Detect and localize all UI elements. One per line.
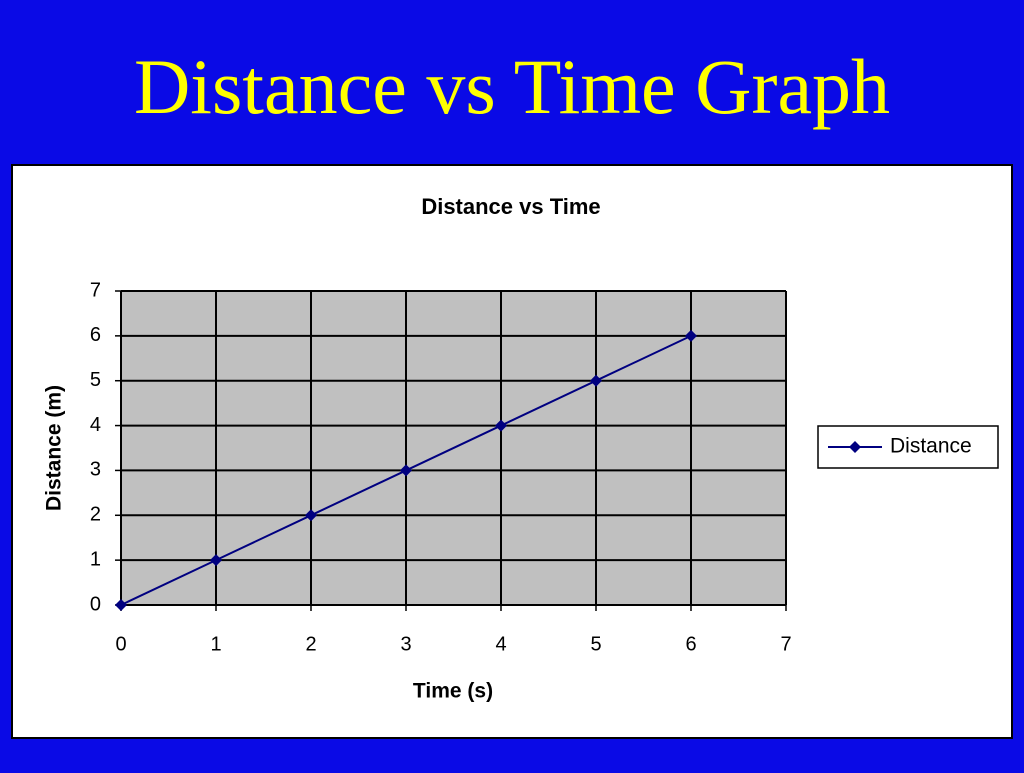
data-point bbox=[210, 554, 222, 567]
chart-title: Distance vs Time bbox=[421, 194, 600, 219]
y-tick-label: 2 bbox=[90, 504, 101, 526]
x-tick-label: 2 bbox=[305, 633, 316, 655]
y-tick-label: 7 bbox=[90, 279, 101, 301]
y-tick-label: 1 bbox=[90, 548, 101, 570]
x-tick-label: 1 bbox=[210, 633, 221, 655]
y-tick-label: 6 bbox=[90, 324, 101, 346]
legend-label: Distance bbox=[890, 435, 972, 458]
x-tick-label: 4 bbox=[495, 633, 506, 655]
x-tick-label: 6 bbox=[685, 633, 696, 655]
x-tick-label: 0 bbox=[115, 633, 126, 655]
data-point bbox=[400, 464, 412, 477]
data-point bbox=[590, 374, 602, 387]
x-axis-label: Time (s) bbox=[413, 680, 493, 703]
data-point bbox=[685, 329, 697, 342]
y-tick-label: 0 bbox=[90, 593, 101, 615]
data-point bbox=[115, 599, 127, 611]
y-tick-label: 5 bbox=[90, 369, 101, 391]
x-tick-label: 7 bbox=[780, 633, 791, 655]
data-point bbox=[495, 419, 507, 432]
y-axis-label: Distance (m) bbox=[43, 385, 66, 511]
x-tick-label: 5 bbox=[590, 633, 601, 655]
y-tick-label: 4 bbox=[90, 414, 101, 436]
legend-marker bbox=[849, 441, 861, 453]
x-tick-label: 3 bbox=[400, 633, 411, 655]
data-point bbox=[305, 509, 317, 522]
slide-title: Distance vs Time Graph bbox=[134, 43, 890, 130]
y-tick-label: 3 bbox=[90, 459, 101, 481]
